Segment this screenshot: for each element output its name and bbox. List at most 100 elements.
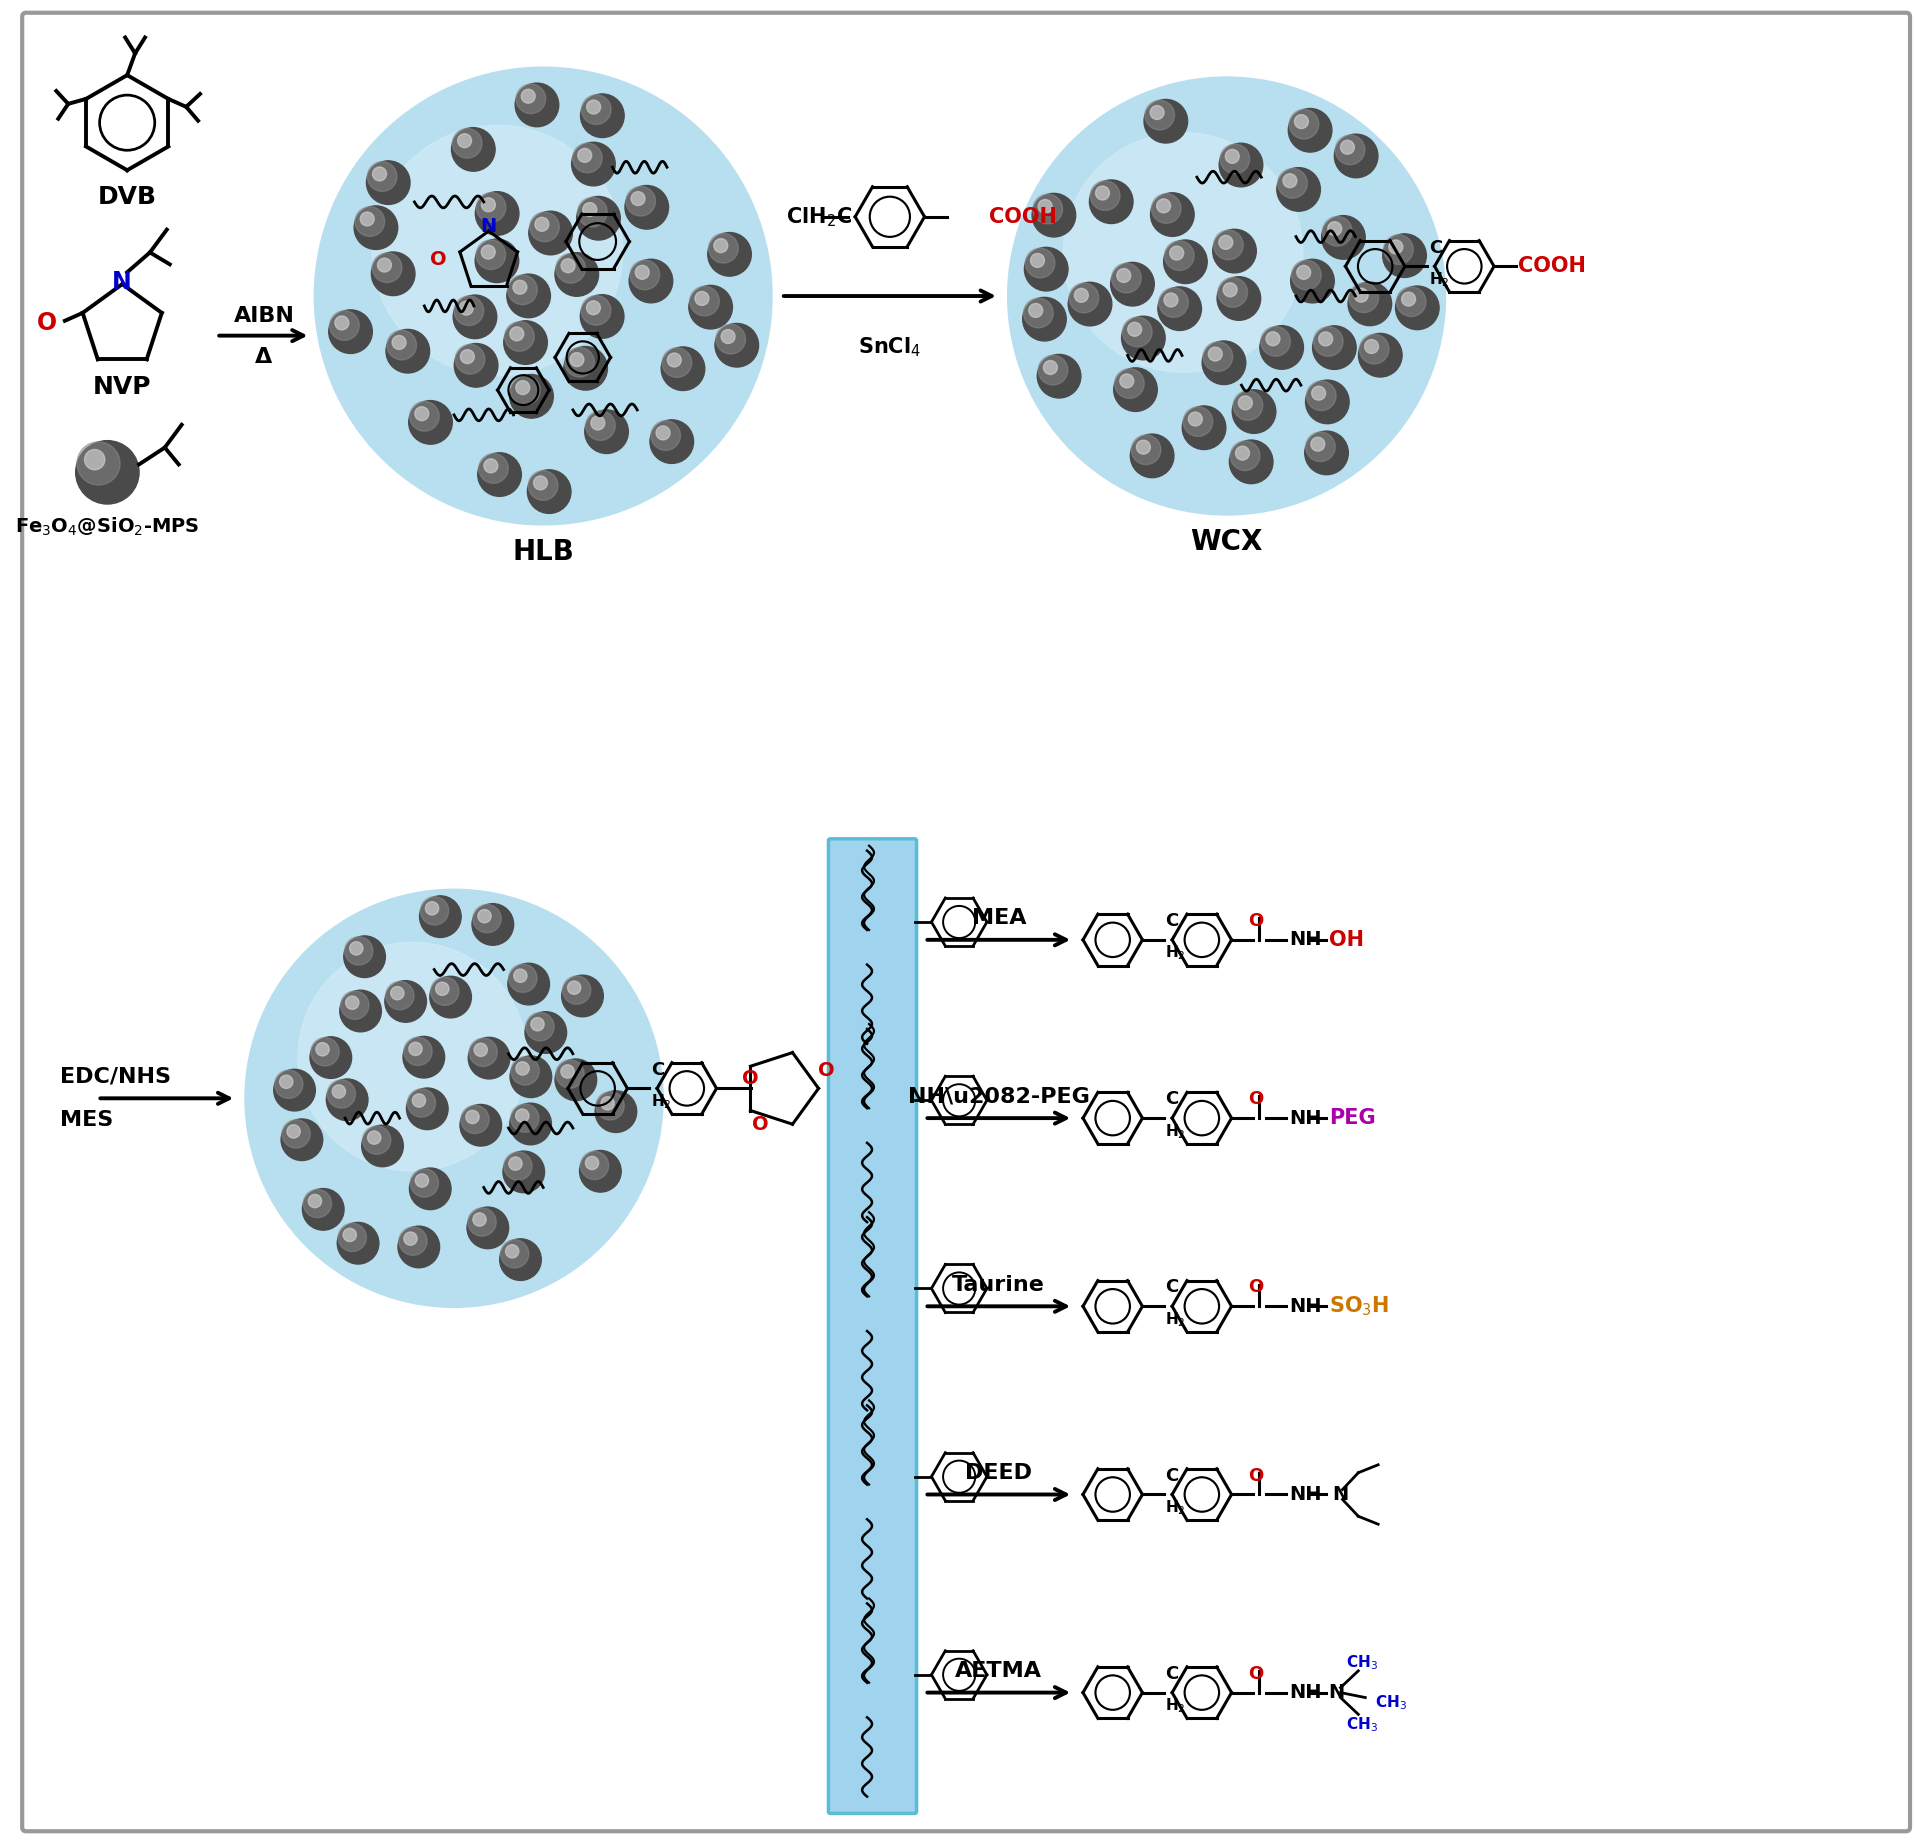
Circle shape	[1122, 315, 1166, 360]
Circle shape	[371, 253, 402, 282]
Circle shape	[354, 207, 385, 236]
Text: C: C	[1166, 1665, 1179, 1684]
Circle shape	[668, 352, 681, 367]
Circle shape	[561, 1064, 574, 1079]
Circle shape	[459, 1105, 501, 1147]
Text: EDC/NHS: EDC/NHS	[59, 1066, 170, 1086]
Text: O: O	[36, 312, 57, 336]
Circle shape	[287, 1125, 300, 1138]
Text: PEG: PEG	[1328, 1108, 1376, 1129]
Circle shape	[582, 295, 611, 325]
Text: C: C	[1166, 1090, 1179, 1108]
Circle shape	[580, 295, 624, 337]
Circle shape	[478, 454, 509, 483]
Circle shape	[1359, 334, 1403, 376]
Circle shape	[1156, 199, 1171, 212]
Circle shape	[595, 1092, 637, 1132]
Circle shape	[517, 1062, 528, 1075]
Circle shape	[555, 253, 599, 297]
Circle shape	[561, 258, 574, 273]
Circle shape	[526, 1012, 555, 1040]
Text: DEED: DEED	[965, 1462, 1032, 1483]
Circle shape	[563, 975, 591, 1005]
Circle shape	[302, 1189, 345, 1230]
Text: C: C	[1166, 913, 1179, 929]
Circle shape	[367, 1130, 381, 1145]
Text: O: O	[752, 1116, 769, 1134]
Circle shape	[480, 245, 496, 258]
Text: O: O	[1248, 913, 1263, 929]
Circle shape	[1277, 168, 1321, 212]
Text: SO$_3$H: SO$_3$H	[1328, 1294, 1390, 1318]
Circle shape	[467, 1208, 509, 1248]
Circle shape	[337, 1223, 379, 1263]
Circle shape	[1307, 382, 1336, 411]
Circle shape	[511, 1105, 540, 1132]
Circle shape	[1259, 326, 1303, 369]
Circle shape	[509, 1103, 551, 1145]
Circle shape	[410, 1042, 423, 1055]
Circle shape	[478, 454, 521, 496]
Circle shape	[392, 336, 406, 350]
Circle shape	[505, 1245, 519, 1258]
Circle shape	[582, 203, 597, 216]
Text: O: O	[431, 251, 446, 269]
Circle shape	[1131, 435, 1162, 465]
Circle shape	[1068, 282, 1112, 326]
Circle shape	[310, 1038, 339, 1066]
Circle shape	[588, 100, 601, 114]
Circle shape	[555, 1058, 597, 1101]
Circle shape	[500, 1239, 542, 1280]
Text: CH$_3$: CH$_3$	[1374, 1693, 1407, 1711]
Text: HLB: HLB	[513, 538, 574, 566]
Text: Fe$_3$O$_4$@SiO$_2$-MPS: Fe$_3$O$_4$@SiO$_2$-MPS	[15, 516, 199, 538]
Circle shape	[591, 417, 605, 430]
Circle shape	[339, 1223, 366, 1252]
Circle shape	[1219, 236, 1233, 249]
Text: MEA: MEA	[972, 907, 1026, 928]
Circle shape	[708, 234, 739, 264]
Circle shape	[534, 218, 549, 230]
Circle shape	[561, 975, 603, 1016]
Circle shape	[528, 470, 570, 513]
Circle shape	[630, 260, 672, 302]
Circle shape	[1145, 100, 1175, 129]
Circle shape	[398, 1226, 440, 1267]
Circle shape	[1323, 216, 1365, 260]
Circle shape	[1290, 109, 1319, 138]
Text: NH\u2082-PEG: NH\u2082-PEG	[907, 1086, 1089, 1106]
Circle shape	[1127, 323, 1141, 336]
Text: SnCl$_4$: SnCl$_4$	[857, 336, 921, 360]
Circle shape	[1164, 242, 1194, 271]
Circle shape	[408, 1088, 436, 1117]
Circle shape	[695, 291, 708, 306]
Circle shape	[1265, 332, 1280, 345]
Circle shape	[1397, 288, 1426, 317]
Circle shape	[716, 323, 758, 367]
Circle shape	[1037, 356, 1068, 385]
Circle shape	[461, 1105, 490, 1134]
Circle shape	[509, 1156, 523, 1171]
Circle shape	[431, 977, 459, 1005]
Circle shape	[1114, 369, 1145, 398]
Circle shape	[410, 1169, 438, 1197]
Circle shape	[475, 240, 519, 282]
Circle shape	[689, 286, 720, 315]
Circle shape	[366, 160, 410, 205]
Circle shape	[341, 990, 369, 1020]
Circle shape	[477, 240, 505, 269]
Circle shape	[503, 321, 547, 365]
Circle shape	[1030, 253, 1045, 267]
Circle shape	[316, 1042, 329, 1057]
Text: H$_2$: H$_2$	[1166, 1123, 1187, 1141]
Circle shape	[1037, 199, 1053, 214]
Circle shape	[580, 1151, 609, 1180]
Circle shape	[716, 325, 745, 354]
Circle shape	[387, 330, 429, 372]
Circle shape	[473, 1213, 486, 1226]
Circle shape	[1223, 282, 1236, 297]
Circle shape	[1110, 262, 1154, 306]
Circle shape	[1305, 431, 1347, 474]
Circle shape	[484, 459, 498, 472]
Circle shape	[503, 1152, 532, 1180]
